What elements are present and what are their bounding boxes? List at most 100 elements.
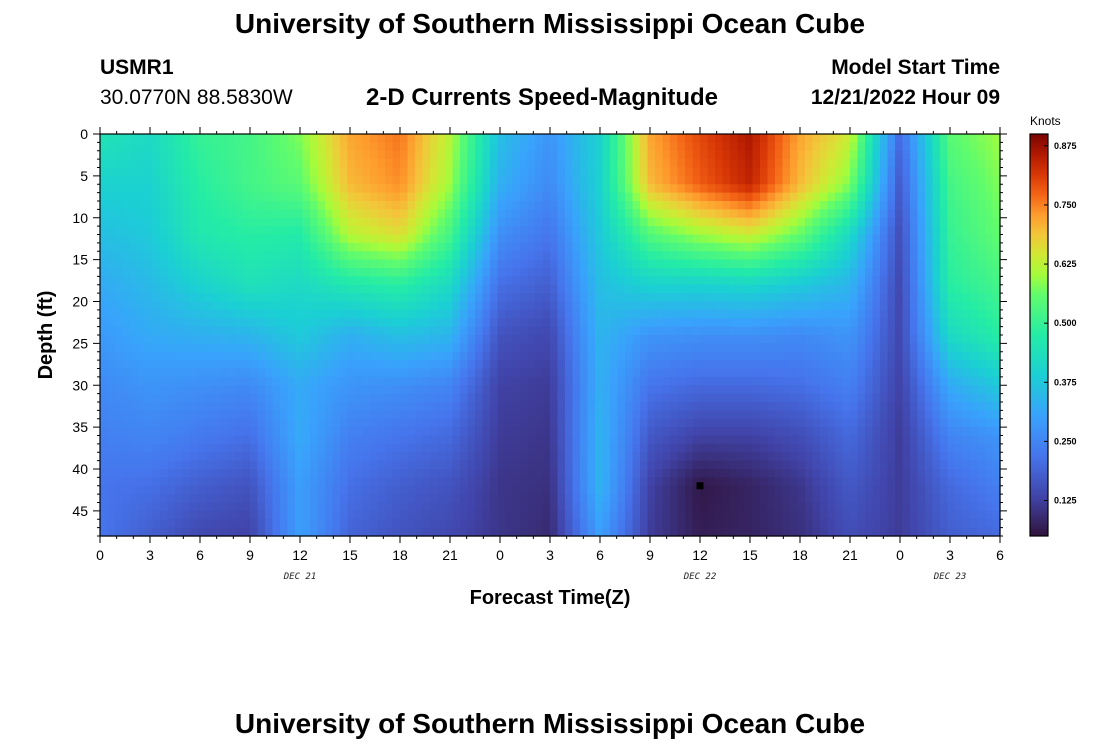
heatmap-cell (760, 175, 769, 185)
heatmap-cell (325, 167, 334, 177)
heatmap-cell (272, 460, 281, 470)
heatmap-cell (347, 276, 356, 286)
heatmap-cell (610, 435, 619, 445)
heatmap-cell (302, 418, 311, 428)
heatmap-cell (317, 259, 326, 269)
heatmap-cell (520, 259, 529, 269)
heatmap-cell (302, 402, 311, 411)
heatmap-cell (310, 452, 319, 462)
heatmap-cell (910, 469, 919, 478)
heatmap-cell (940, 268, 949, 277)
heatmap-cell (370, 209, 379, 219)
heatmap-cell (752, 376, 761, 386)
heatmap-cell (527, 301, 536, 311)
heatmap-cell (355, 134, 364, 143)
heatmap-cell (677, 276, 686, 286)
heatmap-cell (715, 268, 724, 277)
heatmap-cell (662, 452, 671, 462)
heatmap-cell (242, 435, 251, 445)
heatmap-cell (467, 385, 476, 395)
heatmap-cell (602, 234, 611, 244)
heatmap-cell (625, 469, 634, 478)
heatmap-cell (137, 309, 146, 319)
heatmap-cell (130, 234, 139, 244)
heatmap-cell (707, 251, 716, 261)
heatmap-cell (662, 134, 671, 143)
heatmap-cell (565, 335, 574, 344)
heatmap-cell (310, 376, 319, 386)
heatmap-cell (250, 259, 259, 269)
heatmap-cell (317, 134, 326, 143)
heatmap-cell (602, 276, 611, 286)
heatmap-cell (385, 142, 394, 152)
heatmap-cell (692, 142, 701, 152)
heatmap-cell (812, 268, 821, 277)
heatmap-cell (640, 251, 649, 261)
heatmap-cell (745, 427, 754, 437)
heatmap-cell (835, 234, 844, 244)
heatmap-cell (100, 251, 109, 261)
heatmap-cell (205, 360, 214, 370)
heatmap-cell (565, 293, 574, 303)
heatmap-cell (317, 234, 326, 244)
heatmap-cell (812, 159, 821, 169)
heatmap-cell (302, 192, 311, 202)
heatmap-cell (347, 284, 356, 294)
heatmap-cell (302, 217, 311, 227)
heatmap-cell (325, 393, 334, 403)
heatmap-cell (437, 150, 446, 160)
heatmap-cell (400, 234, 409, 244)
heatmap-cell (452, 301, 461, 311)
heatmap-cell (415, 259, 424, 269)
heatmap-cell (415, 175, 424, 185)
heatmap-cell (250, 234, 259, 244)
heatmap-cell (970, 368, 979, 378)
heatmap-cell (392, 226, 401, 236)
heatmap-cell (595, 318, 604, 328)
heatmap-cell (355, 435, 364, 445)
heatmap-cell (775, 326, 784, 336)
heatmap-cell (767, 251, 776, 261)
heatmap-cell (242, 184, 251, 194)
heatmap-cell (940, 293, 949, 303)
heatmap-cell (235, 368, 244, 378)
heatmap-cell (722, 326, 731, 336)
heatmap-cell (190, 159, 199, 169)
heatmap-cell (445, 477, 454, 487)
heatmap-cell (872, 276, 881, 286)
heatmap-cell (617, 435, 626, 445)
heatmap-cell (685, 251, 694, 261)
heatmap-cell (527, 184, 536, 194)
heatmap-cell (572, 234, 581, 244)
heatmap-cell (857, 452, 866, 462)
heatmap-cell (430, 209, 439, 219)
heatmap-cell (205, 209, 214, 219)
heatmap-cell (872, 226, 881, 236)
heatmap-cell (482, 393, 491, 403)
heatmap-cell (415, 268, 424, 277)
heatmap-cell (377, 175, 386, 185)
heatmap-cell (415, 443, 424, 453)
heatmap-cell (880, 276, 889, 286)
heatmap-cell (565, 469, 574, 478)
heatmap-cell (662, 460, 671, 470)
heatmap-cell (737, 201, 746, 210)
heatmap-cell (557, 418, 566, 428)
heatmap-cell (775, 343, 784, 353)
heatmap-cell (272, 402, 281, 411)
heatmap-cell (917, 259, 926, 269)
heatmap-cell (325, 234, 334, 244)
heatmap-cell (625, 393, 634, 403)
heatmap-cell (962, 360, 971, 370)
heatmap-cell (145, 217, 154, 227)
heatmap-cell (647, 351, 656, 361)
heatmap-cell (310, 427, 319, 437)
heatmap-cell (970, 242, 979, 252)
heatmap-cell (887, 335, 896, 344)
heatmap-cell (467, 201, 476, 210)
heatmap-cell (587, 142, 596, 152)
heatmap-cell (445, 284, 454, 294)
heatmap-cell (452, 293, 461, 303)
heatmap-cell (460, 469, 469, 478)
heatmap-cell (827, 427, 836, 437)
